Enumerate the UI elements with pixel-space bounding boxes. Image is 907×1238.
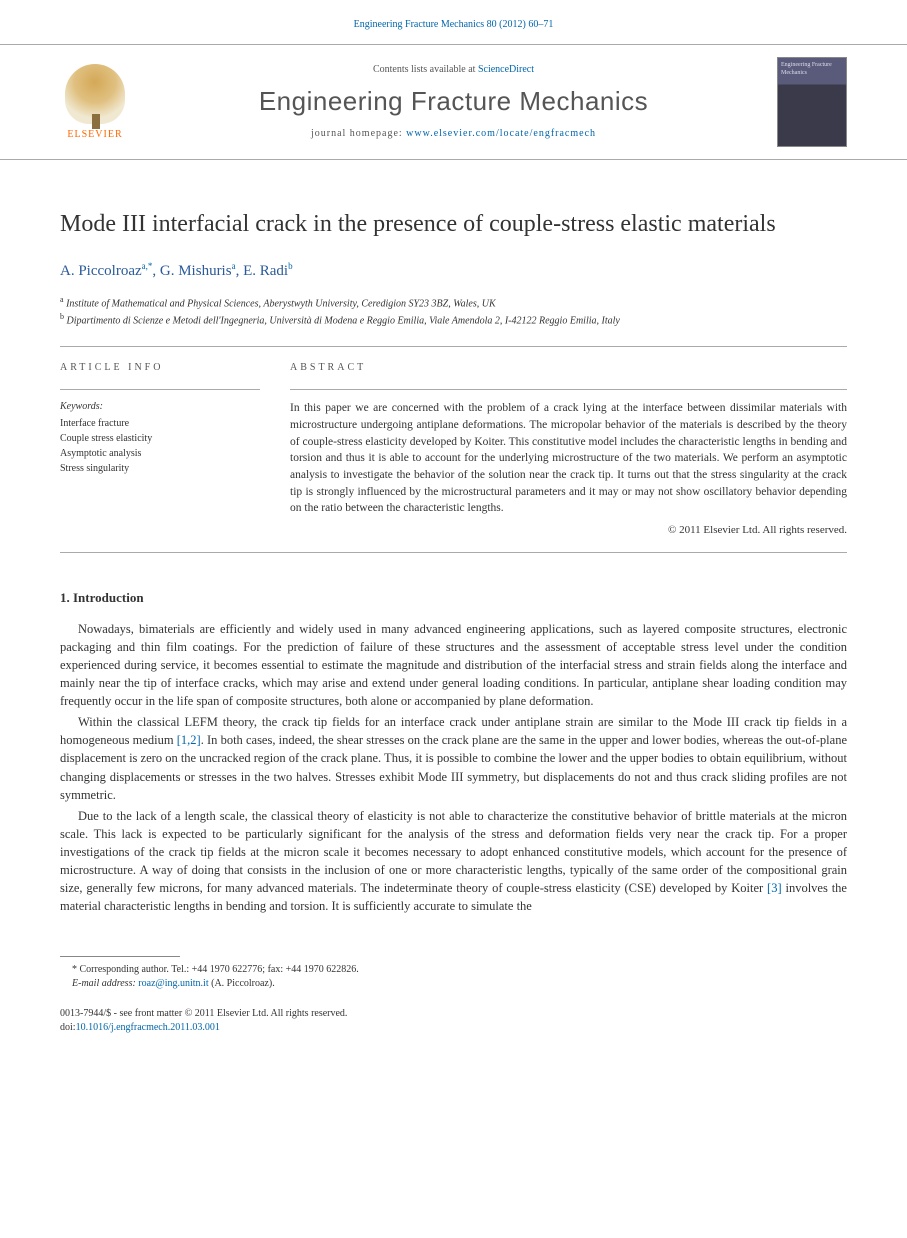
section-heading-intro: 1. Introduction bbox=[60, 589, 847, 607]
homepage-label: journal homepage: bbox=[311, 128, 403, 139]
issn-line: 0013-7944/$ - see front matter © 2011 El… bbox=[60, 1007, 847, 1021]
affiliation: a Institute of Mathematical and Physical… bbox=[60, 294, 847, 311]
abstract-divider bbox=[290, 389, 847, 390]
journal-cover-thumbnail[interactable]: Engineering Fracture Mechanics bbox=[777, 57, 847, 147]
intro-para-1: Nowadays, bimaterials are efficiently an… bbox=[60, 620, 847, 711]
info-divider bbox=[60, 389, 260, 390]
doi-link[interactable]: 10.1016/j.engfracmech.2011.03.001 bbox=[76, 1022, 220, 1033]
elsevier-text: ELSEVIER bbox=[67, 128, 122, 142]
author-link[interactable]: E. Radib bbox=[243, 263, 293, 279]
author-link[interactable]: G. Mishurisa bbox=[160, 263, 236, 279]
journal-title: Engineering Fracture Mechanics bbox=[150, 83, 757, 119]
sciencedirect-link[interactable]: ScienceDirect bbox=[478, 64, 534, 75]
keyword: Asymptotic analysis bbox=[60, 446, 260, 461]
ref-link[interactable]: [3] bbox=[767, 881, 782, 895]
homepage-link[interactable]: www.elsevier.com/locate/engfracmech bbox=[406, 128, 596, 139]
doi-block: 0013-7944/$ - see front matter © 2011 El… bbox=[60, 1007, 847, 1035]
email-line: E-mail address: roaz@ing.unitn.it (A. Pi… bbox=[72, 977, 847, 991]
ref-link[interactable]: [1,2] bbox=[177, 733, 201, 747]
keywords-label: Keywords: bbox=[60, 400, 260, 414]
article-info-column: ARTICLE INFO Keywords: Interface fractur… bbox=[60, 361, 260, 538]
journal-masthead: ELSEVIER Contents lists available at Sci… bbox=[0, 44, 907, 160]
article-info-label: ARTICLE INFO bbox=[60, 361, 260, 375]
intro-para-3: Due to the lack of a length scale, the c… bbox=[60, 807, 847, 916]
email-owner: (A. Piccolroaz). bbox=[211, 978, 275, 989]
contents-prefix: Contents lists available at bbox=[373, 64, 475, 75]
authors-line: A. Piccolroaza,*, G. Mishurisa, E. Radib bbox=[60, 260, 847, 282]
masthead-center: Contents lists available at ScienceDirec… bbox=[150, 63, 757, 141]
elsevier-logo[interactable]: ELSEVIER bbox=[60, 62, 130, 142]
elsevier-tree-icon bbox=[65, 64, 125, 124]
intro-para-2: Within the classical LEFM theory, the cr… bbox=[60, 713, 847, 804]
affiliation: b Dipartimento di Scienze e Metodi dell'… bbox=[60, 311, 847, 328]
corr-author-line: * Corresponding author. Tel.: +44 1970 6… bbox=[72, 963, 847, 977]
abstract-column: ABSTRACT In this paper we are concerned … bbox=[290, 361, 847, 538]
corresponding-author-footnote: * Corresponding author. Tel.: +44 1970 6… bbox=[60, 957, 847, 993]
keyword: Interface fracture bbox=[60, 416, 260, 431]
journal-homepage-line: journal homepage: www.elsevier.com/locat… bbox=[150, 127, 757, 141]
divider bbox=[60, 552, 847, 553]
abstract-copyright: © 2011 Elsevier Ltd. All rights reserved… bbox=[290, 523, 847, 538]
keyword: Couple stress elasticity bbox=[60, 431, 260, 446]
info-abstract-row: ARTICLE INFO Keywords: Interface fractur… bbox=[60, 347, 847, 552]
abstract-label: ABSTRACT bbox=[290, 361, 847, 375]
email-link[interactable]: roaz@ing.unitn.it bbox=[138, 978, 208, 989]
cover-title-text: Engineering Fracture Mechanics bbox=[781, 62, 832, 76]
email-label: E-mail address: bbox=[72, 978, 136, 989]
doi-line: doi:10.1016/j.engfracmech.2011.03.001 bbox=[60, 1021, 847, 1035]
author-link[interactable]: A. Piccolroaza,* bbox=[60, 263, 152, 279]
article-title: Mode III interfacial crack in the presen… bbox=[60, 208, 847, 242]
contents-available-line: Contents lists available at ScienceDirec… bbox=[150, 63, 757, 77]
keyword: Stress singularity bbox=[60, 461, 260, 476]
affiliations: a Institute of Mathematical and Physical… bbox=[60, 294, 847, 329]
abstract-text: In this paper we are concerned with the … bbox=[290, 400, 847, 517]
doi-prefix: doi: bbox=[60, 1022, 76, 1033]
header-citation: Engineering Fracture Mechanics 80 (2012)… bbox=[0, 0, 907, 44]
citation-link[interactable]: Engineering Fracture Mechanics 80 (2012)… bbox=[354, 19, 554, 30]
